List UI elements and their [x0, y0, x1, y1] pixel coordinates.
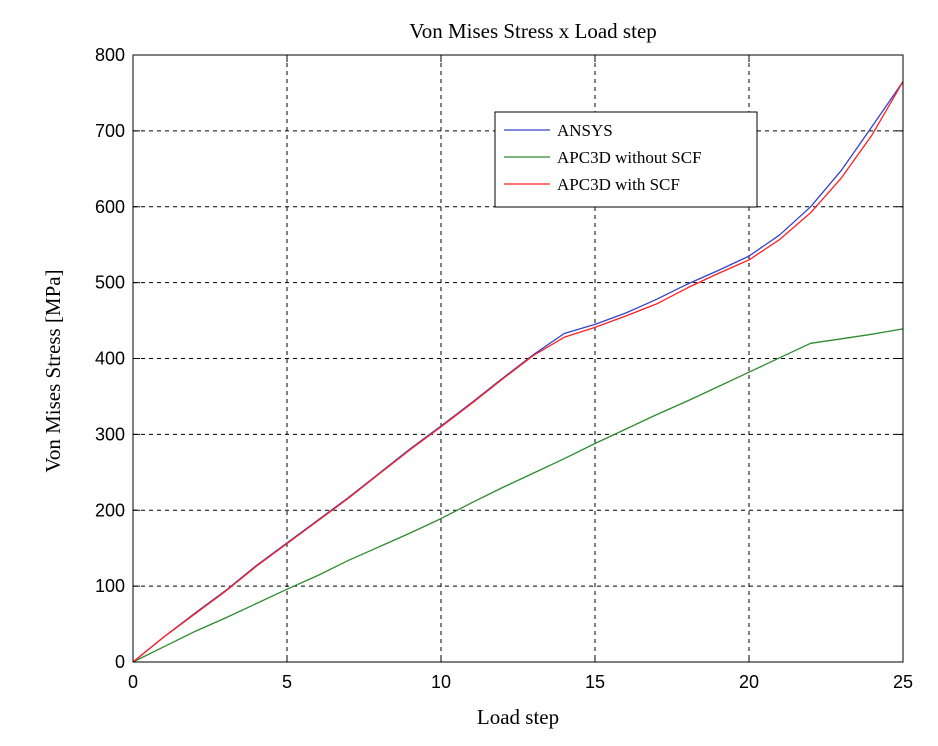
y-tick-label: 800 — [95, 45, 125, 65]
y-tick-label: 500 — [95, 273, 125, 293]
x-tick-label: 15 — [585, 672, 605, 692]
y-tick-label: 600 — [95, 197, 125, 217]
x-tick-label: 10 — [431, 672, 451, 692]
x-axis-label: Load step — [477, 705, 559, 729]
y-tick-label: 0 — [115, 652, 125, 672]
y-tick-label: 200 — [95, 500, 125, 520]
y-axis-label: Von Mises Stress [MPa] — [41, 269, 65, 472]
legend-box — [494, 111, 758, 208]
series-layer — [132, 81, 904, 663]
x-tick-label: 0 — [128, 672, 138, 692]
y-tick-label: 700 — [95, 121, 125, 141]
series-line-apc3d-with-scf — [132, 81, 904, 663]
legend-label: ANSYS — [557, 121, 613, 140]
y-tick-label: 300 — [95, 424, 125, 444]
y-tick-label: 100 — [95, 576, 125, 596]
x-tick-label: 20 — [739, 672, 759, 692]
legend: ANSYS APC3D without SCF APC3D with SCF — [494, 111, 758, 208]
x-tick-label: 25 — [893, 672, 913, 692]
legend-label: APC3D with SCF — [557, 175, 680, 194]
legend-label: APC3D without SCF — [557, 148, 702, 167]
x-tick-label: 5 — [282, 672, 292, 692]
axis-ticks: 0 5 10 15 20 25 0 100 200 300 400 500 600 700 800 — [95, 45, 913, 692]
y-tick-label: 400 — [95, 349, 125, 369]
series-line-apc3d-without-scf — [132, 328, 904, 663]
chart-title: Von Mises Stress x Load step — [409, 19, 657, 43]
